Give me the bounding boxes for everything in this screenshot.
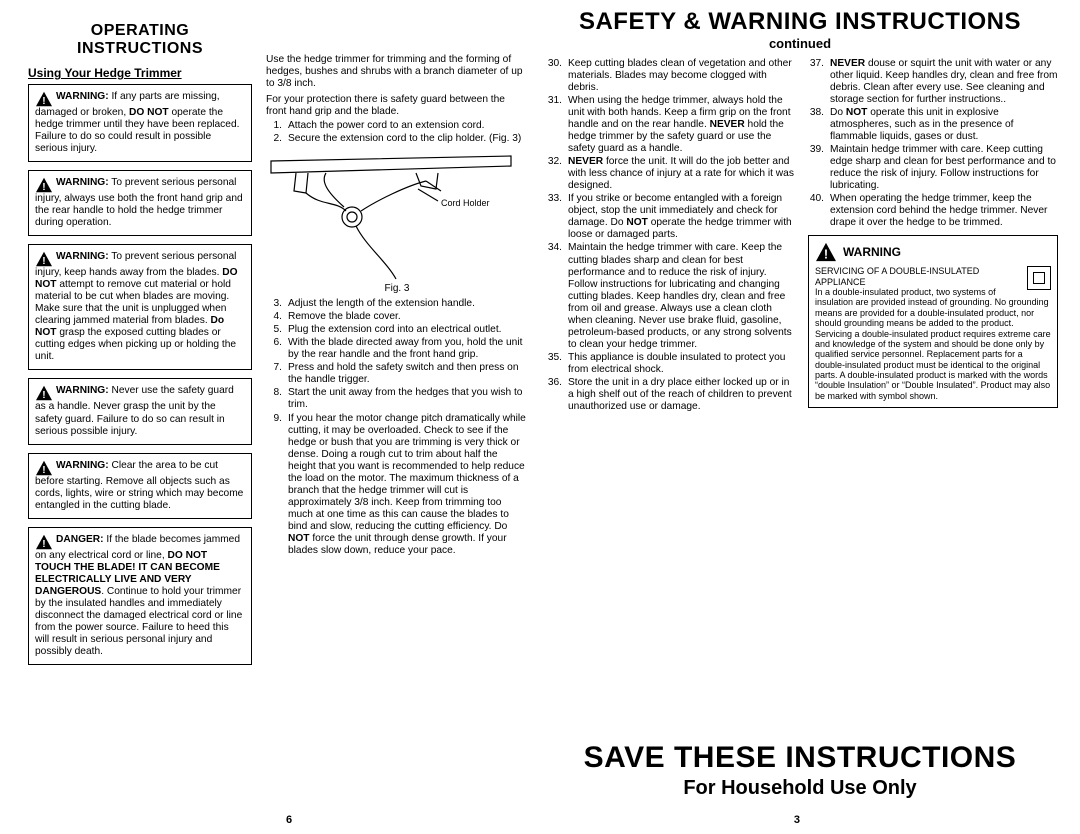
column-safety-right: 37.NEVER douse or squirt the unit with w… [800,0,1080,834]
steps-list-rest: 3.Adjust the length of the extension han… [266,298,528,557]
column-operating-warnings: OPERATING INSTRUCTIONS Using Your Hedge … [0,0,260,834]
svg-text:!: ! [42,539,45,550]
list-item: 8.Start the unit away from the hedges th… [266,387,528,411]
list-item: 2.Secure the extension cord to the clip … [266,133,528,145]
list-item: 33.If you strike or become entangled wit… [546,193,794,241]
warning-triangle-icon: ! [35,251,53,267]
list-item: 32.NEVER force the unit. It will do the … [546,156,794,192]
warning-box: !WARNING: To prevent serious personal in… [28,244,252,370]
safety-list-right: 37.NEVER douse or squirt the unit with w… [808,58,1058,229]
list-item: 36.Store the unit in a dry place either … [546,377,794,413]
list-item: 5.Plug the extension cord into an electr… [266,324,528,336]
column-operating-steps: Use the hedge trimmer for trimming and t… [260,0,540,834]
svg-text:!: ! [42,256,45,267]
warning-triangle-icon: ! [35,91,53,107]
svg-text:!: ! [42,182,45,193]
list-item: 3.Adjust the length of the extension han… [266,298,528,310]
warning-triangle-icon: ! [35,385,53,401]
warning-box-sub: SERVICING OF A DOUBLE-INSULATED APPLIANC… [815,266,1051,400]
column-safety-left: 30.Keep cutting blades clean of vegetati… [540,0,800,834]
list-item: 38.Do NOT operate this unit in explosive… [808,107,1058,143]
list-item: 9.If you hear the motor change pitch dra… [266,413,528,557]
warning-box: !WARNING: Clear the area to be cut befor… [28,453,252,519]
figure-label: Fig. 3 [266,283,528,294]
list-item: 39.Maintain hedge trimmer with care. Kee… [808,144,1058,192]
list-item: 30.Keep cutting blades clean of vegetati… [546,58,794,94]
svg-text:!: ! [42,465,45,476]
list-item: 34.Maintain the hedge trimmer with care.… [546,242,794,350]
warning-box: !WARNING: To prevent serious personal in… [28,170,252,236]
page-number-left: 6 [286,814,292,826]
list-item: 35.This appliance is double insulated to… [546,352,794,376]
safety-list-left: 30.Keep cutting blades clean of vegetati… [546,58,794,413]
list-item: 6.With the blade directed away from you,… [266,337,528,361]
cord-holder-figure: Cord Holder [266,151,516,281]
steps-list-top: 1.Attach the power cord to an extension … [266,120,528,145]
svg-text:!: ! [824,247,828,262]
warning-triangle-icon: ! [35,460,53,476]
warning-box-body: In a double-insulated product, two syste… [815,287,1051,400]
list-item: 37.NEVER douse or squirt the unit with w… [808,58,1058,106]
list-item: 4.Remove the blade cover. [266,311,528,323]
warning-triangle-icon: ! [35,177,53,193]
cord-holder-label: Cord Holder [441,198,490,208]
double-insulated-warning: ! WARNING SERVICING OF A DOUBLE-INSULATE… [808,235,1058,407]
list-item: 7.Press and hold the safety switch and t… [266,362,528,386]
save-instructions-block: SAVE THESE INSTRUCTIONS For Household Us… [540,741,1060,800]
svg-text:!: ! [42,96,45,107]
warning-box: !WARNING: Never use the safety guard as … [28,378,252,444]
double-insulation-symbol [1027,266,1051,290]
intro-para: Use the hedge trimmer for trimming and t… [266,54,528,90]
svg-text:!: ! [42,391,45,402]
intro-para-2: For your protection there is safety guar… [266,94,528,118]
using-subheader: Using Your Hedge Trimmer [28,66,252,80]
save-title: SAVE THESE INSTRUCTIONS [540,741,1060,775]
list-item: 40.When operating the hedge trimmer, kee… [808,193,1058,229]
warning-triangle-icon: ! [815,242,837,262]
save-sub: For Household Use Only [540,777,1060,800]
warning-box: !WARNING: If any parts are missing, dama… [28,84,252,162]
warning-box: !DANGER: If the blade becomes jammed on … [28,527,252,665]
warning-triangle-icon: ! [35,534,53,550]
list-item: 1.Attach the power cord to an extension … [266,120,528,132]
page-number-right: 3 [794,814,800,826]
operating-header: OPERATING INSTRUCTIONS [28,22,252,58]
figure-3: Cord Holder [266,151,528,281]
list-item: 31.When using the hedge trimmer, always … [546,95,794,155]
warning-box-title: WARNING [843,246,901,260]
